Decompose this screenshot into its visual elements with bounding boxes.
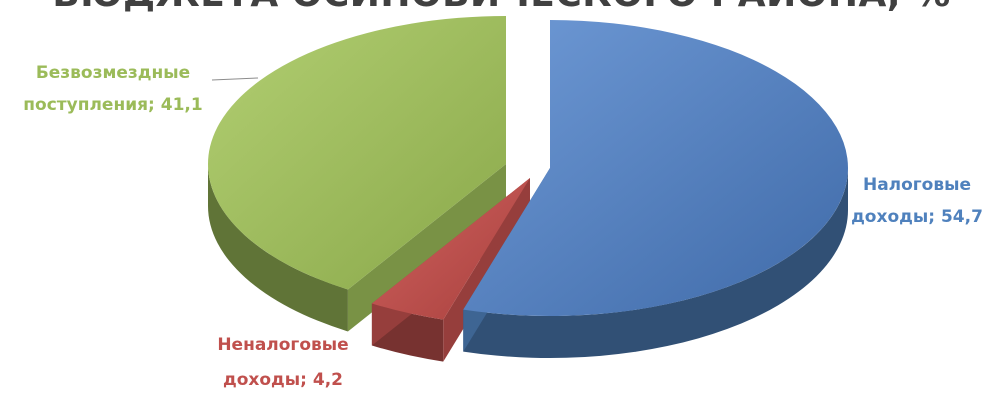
slice-cut-face-безвозмездные-0: [347, 164, 506, 332]
pie-slice-неналоговые: [371, 178, 530, 362]
data-label-неналоговые-line-1: Неналоговые: [217, 335, 348, 355]
slice-top-безвозмездные: [208, 16, 506, 290]
data-label-безвозмездные-line-1: Безвозмездные: [36, 63, 190, 83]
slice-top-неналоговые: [371, 178, 530, 320]
slice-top-налоговые: [463, 20, 849, 317]
slice-side-безвозмездные: [208, 164, 348, 332]
data-label-неналоговые-line-2: доходы; 4,2: [223, 370, 343, 390]
slice-side-налоговые: [463, 168, 848, 358]
pie-slice-налоговые: [463, 20, 849, 358]
chart-title: БЮДЖЕТА ОСИНОВИЧЕСКОГО РАЙОНА, %: [0, 0, 1003, 15]
data-label-безвозмездные-line-2: поступления; 41,1: [23, 95, 202, 115]
data-label-налоговые-line-1: Налоговые: [863, 175, 971, 195]
pie-slice-безвозмездные: [208, 16, 506, 332]
data-label-налоговые-line-2: доходы; 54,7: [851, 207, 983, 227]
leader-line-безвозмездные: [211, 77, 259, 81]
